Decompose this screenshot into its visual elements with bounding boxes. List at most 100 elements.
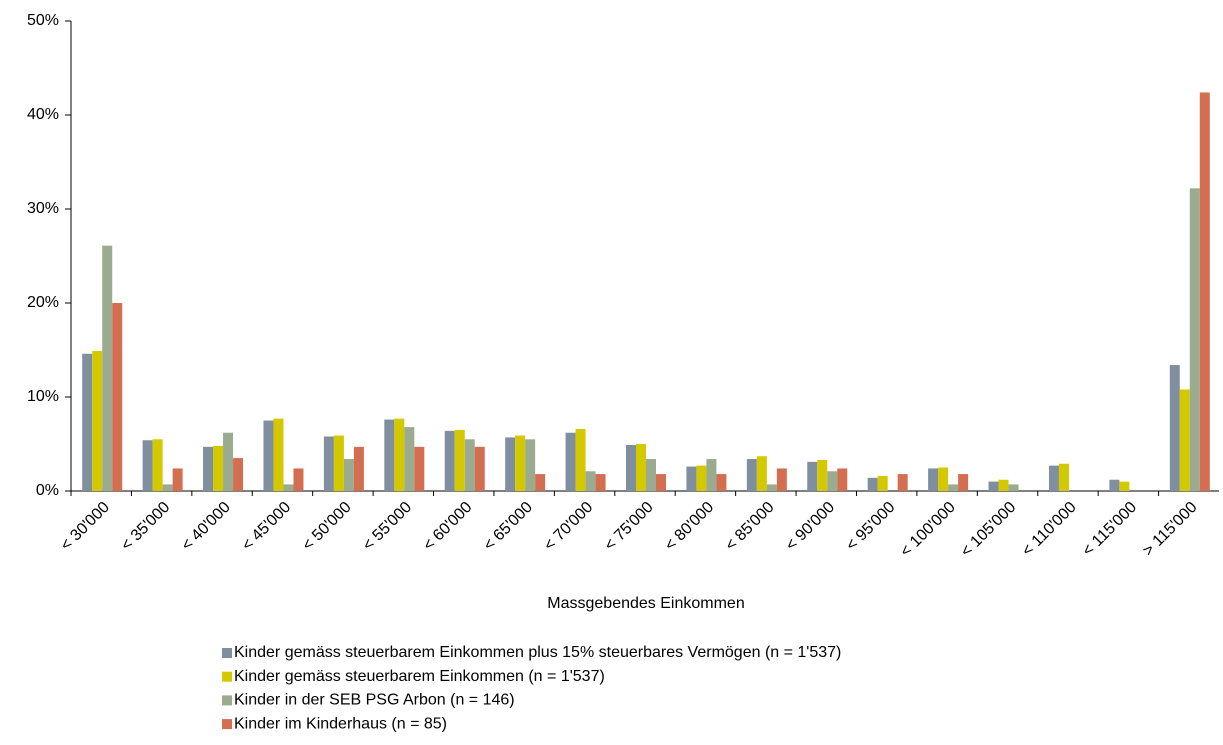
bar <box>948 484 959 491</box>
bar <box>223 432 234 491</box>
x-tick-label: < 105'000 <box>958 499 1020 561</box>
y-tick-label: 40% <box>27 106 59 123</box>
x-tick-label: < 30'000 <box>58 499 113 554</box>
x-tick-label: < 75'000 <box>601 499 656 554</box>
bar <box>585 471 596 491</box>
y-tick-label: 30% <box>27 200 59 217</box>
bar <box>112 303 123 491</box>
bar <box>263 420 274 491</box>
x-tick-label: < 70'000 <box>541 499 596 554</box>
bar <box>686 466 697 491</box>
x-axis-title: Massgebendes Einkommen <box>547 595 744 612</box>
bar <box>776 468 787 491</box>
bar <box>1169 365 1180 491</box>
bar <box>414 446 425 491</box>
bar <box>384 419 395 491</box>
bar <box>646 459 656 491</box>
y-tick-label: 50% <box>27 12 59 29</box>
y-tick-label: 10% <box>27 388 59 405</box>
bar <box>938 467 949 491</box>
x-tick-label: < 90'000 <box>783 499 838 554</box>
legend-label: Kinder im Kinderhaus (n = 85) <box>234 715 447 732</box>
bar <box>525 439 536 491</box>
bar <box>333 435 344 491</box>
legend-swatch <box>222 671 232 682</box>
bar <box>353 446 364 491</box>
bar <box>988 481 999 491</box>
bar <box>505 437 516 491</box>
x-tick-label: < 40'000 <box>178 499 233 554</box>
bar <box>696 465 707 491</box>
x-tick-label: < 110'000 <box>1019 499 1080 560</box>
legend-label: Kinder gemäss steuerbarem Einkommen (n =… <box>234 668 605 685</box>
bar <box>575 428 586 491</box>
bar <box>565 432 576 491</box>
bar <box>464 439 475 491</box>
x-tick-label: < 80'000 <box>662 499 717 554</box>
bar <box>172 468 183 491</box>
bar <box>1048 465 1059 491</box>
bar <box>323 436 334 491</box>
bar <box>595 474 606 491</box>
bar <box>837 468 848 491</box>
bar <box>444 430 455 491</box>
bar <box>535 474 546 491</box>
x-tick-label: < 45'000 <box>239 499 294 554</box>
bar <box>877 475 888 491</box>
legend-label: Kinder gemäss steuerbarem Einkommen plus… <box>234 644 841 661</box>
bar <box>394 418 405 491</box>
bar <box>756 456 767 491</box>
x-tick-label: < 100'000 <box>897 499 959 561</box>
x-tick-label: < 50'000 <box>299 499 354 554</box>
x-tick-label: < 95'000 <box>843 499 898 554</box>
legend-label: Kinder in der SEB PSG Arbon (n = 146) <box>234 692 515 709</box>
bar <box>515 435 526 491</box>
x-tick-label: < 35'000 <box>118 499 173 554</box>
bar <box>343 459 354 491</box>
bar <box>1189 188 1200 491</box>
bar <box>626 444 636 491</box>
bar <box>636 444 646 491</box>
bar <box>746 459 757 491</box>
x-tick-label: < 55'000 <box>360 499 415 554</box>
bar <box>213 445 224 491</box>
bar <box>233 458 244 491</box>
bar <box>293 468 304 491</box>
bar <box>1199 92 1210 491</box>
bar <box>1109 479 1120 491</box>
x-tick-label: < 65'000 <box>481 499 536 554</box>
bar <box>142 440 153 491</box>
bar <box>897 474 908 491</box>
x-tick-label: > 115'000 <box>1140 499 1201 560</box>
bar <box>928 468 939 491</box>
bar <box>474 446 485 491</box>
bar <box>706 459 717 491</box>
bar <box>102 245 113 491</box>
legend-swatch <box>222 719 232 730</box>
bar <box>92 350 103 491</box>
bar <box>162 484 173 491</box>
bar <box>82 353 93 491</box>
x-tick-label: < 115'000 <box>1079 499 1140 560</box>
bar <box>867 477 878 491</box>
bar <box>807 461 818 491</box>
y-tick-label: 20% <box>27 294 59 311</box>
bar <box>1119 481 1130 491</box>
bar <box>998 479 1009 491</box>
x-tick-label: < 85'000 <box>722 499 777 554</box>
bar <box>716 474 727 491</box>
bar <box>656 474 666 491</box>
bar <box>766 484 777 491</box>
bar <box>404 427 415 491</box>
bar <box>1058 463 1069 491</box>
bar <box>1179 389 1190 491</box>
legend-swatch <box>222 695 232 706</box>
bar <box>203 446 214 491</box>
bar <box>273 418 284 491</box>
legend-swatch <box>222 648 232 658</box>
bar <box>958 474 969 491</box>
bar <box>827 471 838 491</box>
bar <box>283 484 294 491</box>
y-tick-label: 0% <box>36 482 59 499</box>
